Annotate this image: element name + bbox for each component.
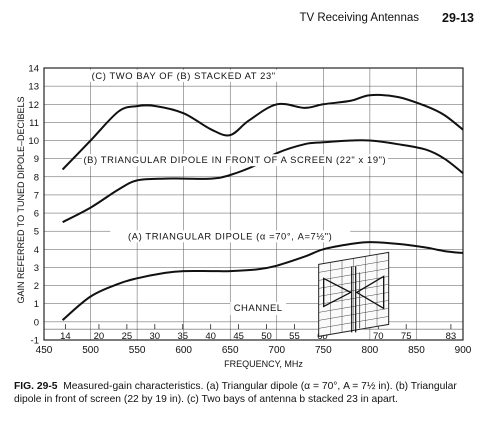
dipole-right-triangle xyxy=(355,275,385,310)
channel-label-background xyxy=(230,301,287,315)
dipole-left-triangle xyxy=(323,277,353,308)
y-tick-label: 9 xyxy=(34,154,39,165)
x-axis-label: FREQUENCY, MHz xyxy=(224,359,303,369)
series-a-label: (A) TRIANGULAR DIPOLE (α =70°, A=7½") xyxy=(128,230,332,241)
x-tick-label: 750 xyxy=(315,345,332,356)
label-background xyxy=(110,230,351,243)
header-page-number: 29-13 xyxy=(442,11,474,25)
channel-tick-label: 83 xyxy=(446,331,457,342)
x-tick-label: 650 xyxy=(222,345,239,356)
y-tick-label: 1 xyxy=(34,299,39,310)
y-tick-label: 12 xyxy=(28,100,39,111)
y-tick-label: 8 xyxy=(34,172,39,183)
y-tick-label: 6 xyxy=(34,209,39,220)
channel-tick-label: 60 xyxy=(317,331,328,342)
y-tick-label: 0 xyxy=(34,317,39,328)
y-tick-label: 13 xyxy=(28,82,39,93)
x-tick-label: 600 xyxy=(175,345,192,356)
label-background xyxy=(81,154,388,167)
series-a-curve xyxy=(61,241,464,321)
header-title: TV Receiving Antennas xyxy=(299,12,419,24)
channel-tick-label: 30 xyxy=(150,331,161,342)
y-tick-label: 11 xyxy=(29,118,39,129)
series-c-curve xyxy=(61,93,464,171)
x-tick-label: 450 xyxy=(36,345,53,356)
y-tick-label: 7 xyxy=(34,190,39,201)
x-tick-label: 700 xyxy=(268,345,285,356)
channel-tick-label: 45 xyxy=(233,331,244,342)
channel-tick-label: 50 xyxy=(261,331,272,342)
label-background xyxy=(67,69,300,82)
channel-tick-label: 14 xyxy=(60,331,71,342)
series-b-curve xyxy=(62,139,464,223)
channel-tick-label: 70 xyxy=(373,331,384,342)
series-b-label: (B) TRIANGULAR DIPOLE IN FRONT OF A SCRE… xyxy=(83,154,386,165)
y-tick-label: 4 xyxy=(34,245,39,256)
channel-label: CHANNEL xyxy=(234,303,283,314)
x-tick-label: 850 xyxy=(408,345,425,356)
caption-text: Measured-gain characteristics. (a) Trian… xyxy=(14,381,457,405)
x-tick-label: 500 xyxy=(82,345,99,356)
channel-tick-label: 55 xyxy=(289,331,300,342)
x-tick-label: 900 xyxy=(455,345,472,356)
channel-tick-label: 20 xyxy=(94,331,105,342)
channel-tick-label: 25 xyxy=(122,331,133,342)
y-tick-label: 10 xyxy=(28,136,39,147)
y-tick-label: 5 xyxy=(34,227,39,238)
y-tick-label: 3 xyxy=(34,263,39,274)
y-tick-label: 2 xyxy=(34,281,39,292)
antenna-illustration xyxy=(318,251,390,337)
y-axis-label: GAIN REFERRED TO TUNED DIPOLE–DECIBELS xyxy=(16,96,26,303)
plot-frame xyxy=(43,67,464,341)
y-tick-label: -1 xyxy=(31,336,39,347)
x-tick-label: 800 xyxy=(362,345,379,356)
channel-tick-label: 75 xyxy=(401,331,412,342)
channel-tick-label: 35 xyxy=(177,331,188,342)
running-header: TV Receiving Antennas 29-13 xyxy=(0,10,474,30)
channel-tick-label: 40 xyxy=(205,331,216,342)
y-tick-label: 14 xyxy=(28,64,39,75)
series-c-label: (C) TWO BAY OF (B) STACKED AT 23" xyxy=(92,70,276,81)
figure-caption: FIG. 29-5 Measured-gain characteristics.… xyxy=(14,380,476,406)
x-tick-label: 550 xyxy=(129,345,146,356)
caption-label: FIG. 29-5 xyxy=(14,381,58,392)
